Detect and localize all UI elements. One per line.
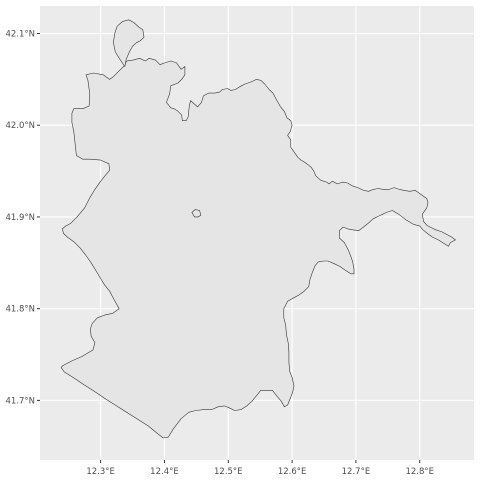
x-tick-label-3: 12.6°E <box>278 467 307 477</box>
region-boundary-main <box>60 58 456 439</box>
y-tick-label-2: 41.9°N <box>5 213 35 223</box>
y-axis-ticks: 41.7°N 41.8°N 41.9°N 42.0°N 42.1°N <box>5 30 40 406</box>
y-tick-label-4: 42.1°N <box>5 30 35 40</box>
x-tick-label-1: 12.4°E <box>150 467 179 477</box>
x-tick-label-2: 12.5°E <box>214 467 243 477</box>
y-tick-label-3: 42.0°N <box>5 121 35 131</box>
x-tick-label-4: 12.7°E <box>342 467 371 477</box>
y-tick-label-1: 41.8°N <box>5 305 35 315</box>
x-tick-label-0: 12.3°E <box>86 467 115 477</box>
x-tick-label-5: 12.8°E <box>405 467 434 477</box>
x-axis-ticks: 12.3°E 12.4°E 12.5°E 12.6°E 12.7°E 12.8°E <box>86 460 434 477</box>
region-boundary-exclave <box>191 209 202 218</box>
region-layer <box>60 19 456 439</box>
y-tick-label-0: 41.7°N <box>5 396 35 406</box>
region-boundary-northern-lobe <box>113 19 145 67</box>
